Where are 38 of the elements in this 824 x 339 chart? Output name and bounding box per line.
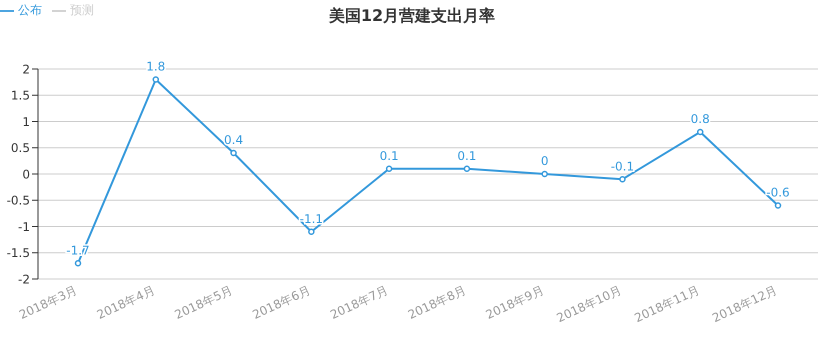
point: [308, 228, 315, 235]
x-tick-label: 2018年11月: [632, 283, 702, 326]
point: [230, 150, 237, 156]
y-tick-label: 2: [22, 62, 30, 76]
y-tick-label: 1: [22, 114, 30, 129]
x-tick-label: 2018年9月: [484, 283, 546, 322]
chart-title: 美国12月营建支出月率: [328, 6, 496, 25]
data-label: 0.1: [457, 148, 476, 163]
x-tick-label: 2018年8月: [406, 283, 468, 322]
x-tick-label: 2018年10月: [554, 283, 624, 326]
data-label: -0.1: [610, 159, 634, 174]
point: [74, 260, 82, 266]
x-tick-label: 2018年4月: [94, 283, 158, 322]
point: [619, 176, 626, 182]
data-label: 0.8: [690, 112, 710, 126]
x-tick-label: 2018年6月: [250, 283, 313, 322]
data-label: -1.1: [300, 212, 324, 226]
y-tick-label: -1: [18, 220, 30, 234]
y-tick-label: -0.5: [6, 194, 30, 208]
data-label: 0: [540, 154, 548, 168]
x-tick-label: 2018年7月: [328, 283, 390, 322]
data-label: -0.6: [766, 186, 790, 200]
y-tick-label: 0: [22, 167, 30, 182]
data-label: 1.8: [146, 60, 166, 74]
y-tick-label: 1.5: [10, 88, 30, 103]
y-tick-label: -1.5: [6, 246, 30, 260]
data-label: 0.4: [224, 133, 244, 147]
legend-label: 公布: [18, 3, 42, 17]
point: [386, 166, 392, 172]
point: [541, 170, 548, 178]
x-tick-label: 2018年5月: [172, 283, 235, 322]
point: [152, 76, 160, 83]
point: [774, 202, 782, 209]
x-tick-label: 2018年12月: [710, 283, 780, 326]
point: [696, 128, 704, 136]
data-label: 0.1: [380, 148, 399, 163]
y-tick-label: 0.5: [10, 141, 30, 156]
point: [464, 166, 470, 172]
